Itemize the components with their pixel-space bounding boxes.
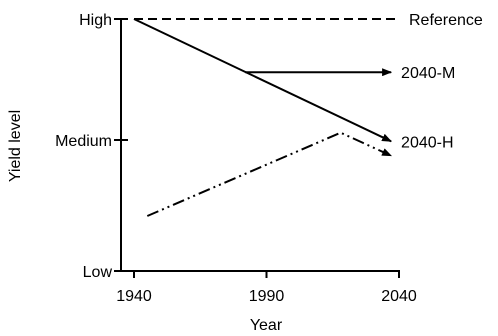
series-line-trend-1: [133, 18, 393, 143]
x-axis-title: Year: [250, 317, 283, 334]
y-tick-label: Low: [83, 264, 113, 281]
series-label: 2040-H: [401, 134, 453, 151]
series-label: Reference: [409, 12, 483, 29]
x-tick-label: 1940: [116, 288, 152, 305]
ticks-layer: 1940 1990 2040 High Medium Low: [55, 12, 417, 305]
y-tick-label: Medium: [55, 133, 112, 150]
series-line-2040-h: [146, 131, 393, 217]
y-axis-title: Yield level: [7, 110, 24, 182]
series-label: 2040-M: [401, 65, 455, 82]
y-tick-label: High: [79, 12, 112, 29]
labels-layer: Reference 2040-M 2040-H: [401, 12, 483, 151]
x-tick-label: 1990: [249, 288, 285, 305]
x-tick-label: 2040: [381, 288, 417, 305]
series-layer: [133, 18, 399, 217]
